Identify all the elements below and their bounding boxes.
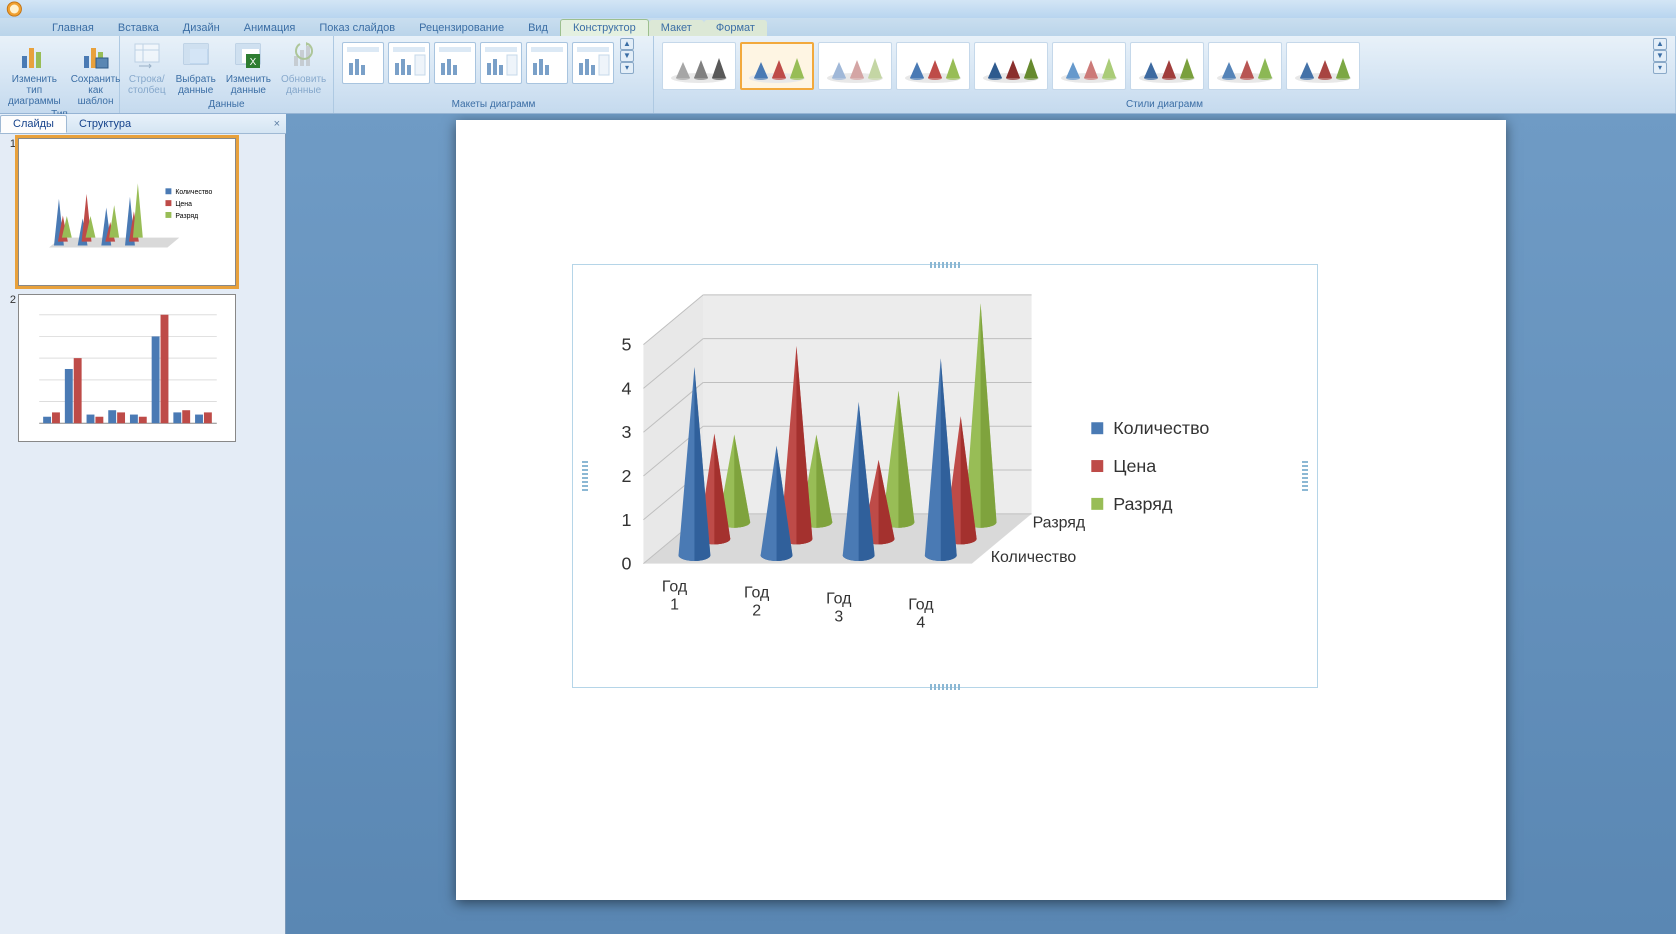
slide-thumbnail[interactable] (18, 294, 236, 442)
tab-конструктор[interactable]: Конструктор (560, 19, 649, 36)
svg-text:Количество: Количество (991, 549, 1077, 566)
resize-handle[interactable] (930, 262, 960, 268)
label: данные (231, 85, 266, 96)
label: Обновить (281, 74, 326, 85)
tab-вставка[interactable]: Вставка (106, 20, 171, 36)
svg-text:Год: Год (826, 590, 852, 607)
label: Выбрать (176, 74, 216, 85)
slide-number: 1 (4, 138, 18, 286)
resize-handle[interactable] (930, 684, 960, 690)
tab-вид[interactable]: Вид (516, 20, 560, 36)
tab-макет[interactable]: Макет (649, 20, 704, 36)
chart-style-option[interactable] (1130, 42, 1204, 90)
chart-style-option[interactable] (818, 42, 892, 90)
chart-style-option[interactable] (896, 42, 970, 90)
svg-text:Разряд: Разряд (1113, 494, 1173, 514)
svg-text:1: 1 (670, 596, 679, 613)
tab-формат[interactable]: Формат (704, 20, 767, 36)
ribbon-group-layouts: ▲▼▾ Макеты диаграмм (334, 36, 654, 113)
svg-text:Год: Год (744, 584, 770, 601)
svg-text:Количество: Количество (1113, 418, 1209, 438)
chart-layout-option[interactable] (480, 42, 522, 84)
chart-layout-option[interactable] (526, 42, 568, 84)
layout-gallery-scroll[interactable]: ▲▼▾ (620, 38, 634, 74)
chart-layout-option[interactable] (388, 42, 430, 84)
tab-рецензирование[interactable]: Рецензирование (407, 20, 516, 36)
group-label: Макеты диаграмм (338, 99, 649, 111)
title-bar (0, 0, 1676, 18)
label: данные (286, 85, 321, 96)
svg-text:4: 4 (916, 614, 925, 631)
label: Изменить тип (8, 74, 61, 96)
ribbon-group-styles: ▲▼▾ Стили диаграмм (654, 36, 1676, 113)
svg-text:3: 3 (622, 422, 632, 442)
save-as-template-button[interactable]: Сохранить как шаблон (67, 38, 125, 109)
chart-style-option[interactable] (1286, 42, 1360, 90)
slide-thumbnail[interactable]: Количество Цена Разряд (18, 138, 236, 286)
label: Строка/столбец (128, 74, 166, 96)
svg-text:1: 1 (622, 510, 632, 530)
group-label: Стили диаграмм (658, 99, 1671, 111)
svg-text:Год: Год (662, 578, 688, 595)
slide-thumbnail-panel: 1 Количество Цена Разряд 2 (0, 134, 286, 934)
label: диаграммы (8, 96, 61, 107)
chart-style-option[interactable] (662, 42, 736, 90)
select-data-button[interactable]: Выбрать данные (172, 38, 220, 98)
ribbon-group-data: Строка/столбец Выбрать данные X Изменить… (120, 36, 334, 113)
panel-close-button[interactable]: × (274, 118, 280, 130)
tab-анимация[interactable]: Анимация (232, 20, 308, 36)
slide-panel-tabs: Слайды Структура × (0, 114, 286, 134)
chart-layout-option[interactable] (434, 42, 476, 84)
office-button[interactable] (2, 0, 32, 18)
resize-handle[interactable] (582, 461, 588, 491)
chart-layout-option[interactable] (572, 42, 614, 84)
svg-text:5: 5 (622, 335, 632, 355)
label: данные (178, 85, 213, 96)
slide-canvas[interactable]: 012345Год1Год2Год3Год4КоличествоРазрядКо… (456, 120, 1506, 900)
change-chart-type-button[interactable]: Изменить тип диаграммы (4, 38, 65, 109)
refresh-data-button[interactable]: Обновить данные (277, 38, 330, 98)
svg-text:4: 4 (622, 378, 632, 398)
ribbon-tabs: ГлавнаяВставкаДизайнАнимацияПоказ слайдо… (0, 18, 1676, 36)
svg-text:Разряд: Разряд (1033, 514, 1086, 531)
svg-text:Цена: Цена (1113, 456, 1156, 476)
ribbon: Изменить тип диаграммы Сохранить как шаб… (0, 36, 1676, 114)
slides-tab[interactable]: Слайды (0, 115, 67, 133)
tab-показ слайдов[interactable]: Показ слайдов (307, 20, 407, 36)
chart-layout-option[interactable] (342, 42, 384, 84)
chart-style-option[interactable] (1052, 42, 1126, 90)
tab-дизайн[interactable]: Дизайн (171, 20, 232, 36)
resize-handle[interactable] (1302, 461, 1308, 491)
svg-text:2: 2 (752, 602, 761, 619)
style-gallery-scroll[interactable]: ▲▼▾ (1653, 38, 1667, 74)
svg-text:0: 0 (622, 554, 632, 574)
ribbon-group-type: Изменить тип диаграммы Сохранить как шаб… (0, 36, 120, 113)
label: Сохранить (71, 74, 121, 85)
switch-row-col-button[interactable]: Строка/столбец (124, 38, 170, 98)
tab-главная[interactable]: Главная (40, 20, 106, 36)
svg-text:Разряд: Разряд (175, 213, 198, 220)
slide-number: 2 (4, 294, 18, 442)
group-label: Данные (124, 99, 329, 111)
svg-text:X: X (250, 57, 257, 68)
chart-style-option[interactable] (1208, 42, 1282, 90)
edit-data-button[interactable]: X Изменить данные (222, 38, 275, 98)
label: Изменить (226, 74, 271, 85)
slide-stage: 012345Год1Год2Год3Год4КоличествоРазрядКо… (286, 114, 1676, 934)
svg-text:3: 3 (834, 608, 843, 625)
chart-style-option[interactable] (974, 42, 1048, 90)
chart-object[interactable]: 012345Год1Год2Год3Год4КоличествоРазрядКо… (572, 264, 1318, 688)
chart-style-option[interactable] (740, 42, 814, 90)
svg-text:Год: Год (908, 596, 934, 613)
svg-text:2: 2 (622, 466, 632, 486)
chart-svg: 012345Год1Год2Год3Год4КоличествоРазрядКо… (573, 265, 1317, 687)
outline-tab[interactable]: Структура (67, 116, 143, 132)
label: как шаблон (71, 85, 121, 107)
svg-text:Цена: Цена (175, 201, 192, 208)
svg-text:Количество: Количество (175, 189, 212, 196)
